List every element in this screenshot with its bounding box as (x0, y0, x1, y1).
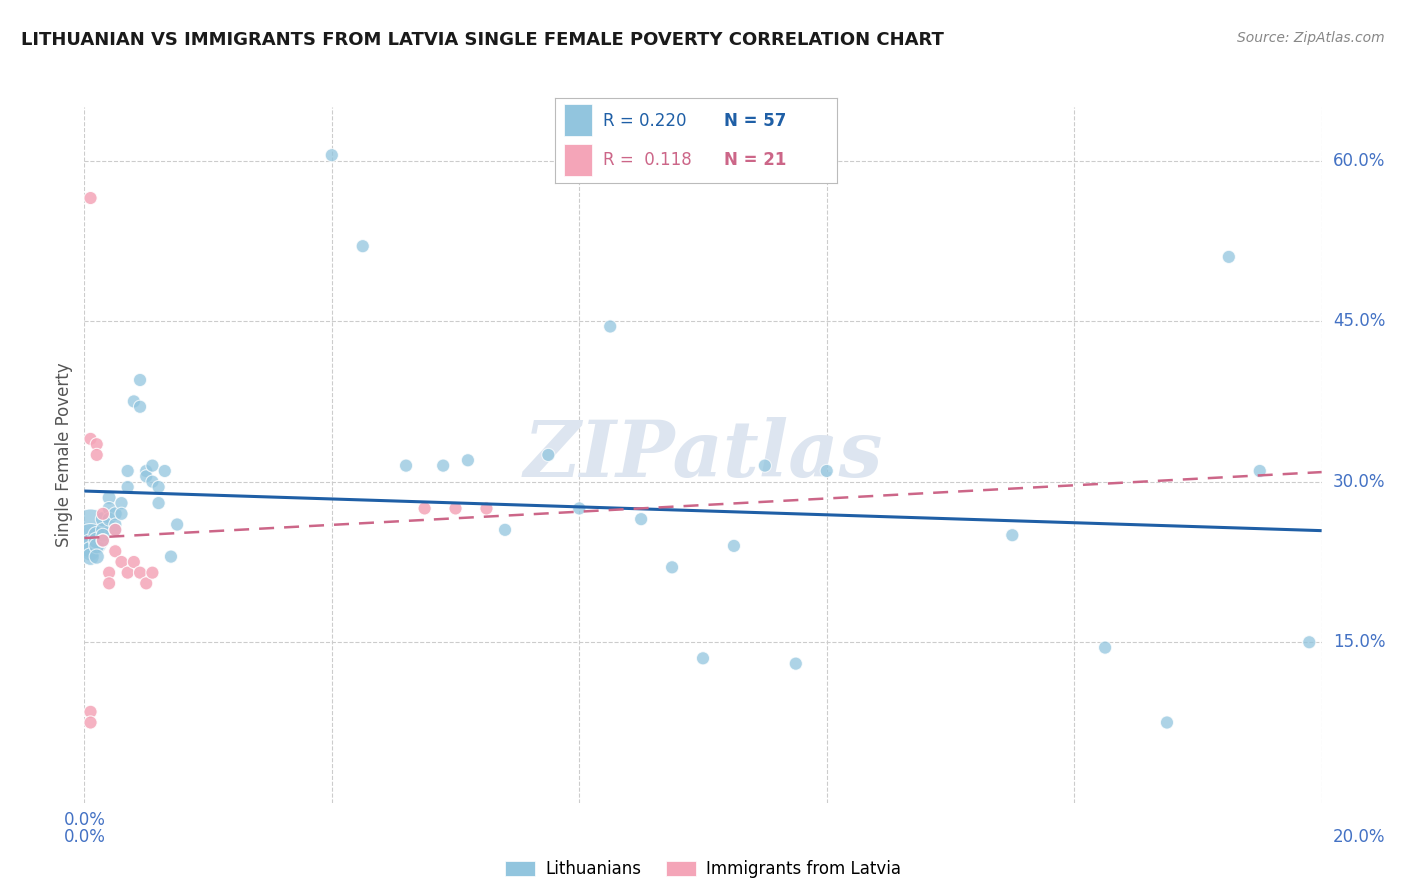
Point (79, 705, 101, 719)
Point (79, 715, 101, 730)
Point (1094, 640, 1116, 655)
Point (79, 191, 101, 205)
Text: 45.0%: 45.0% (1333, 312, 1385, 330)
Point (630, 512, 652, 526)
Point (148, 496, 170, 510)
Point (98, 576, 121, 591)
Point (148, 480, 170, 494)
Point (98, 501, 121, 516)
Text: 60.0%: 60.0% (1333, 152, 1385, 169)
Point (117, 480, 139, 494)
Point (457, 453, 479, 467)
Point (395, 458, 418, 473)
Text: 20.0%: 20.0% (1333, 828, 1385, 846)
Point (91, 528, 114, 542)
Text: N = 57: N = 57 (724, 112, 786, 130)
Bar (564, 144, 592, 176)
Point (79, 523, 101, 537)
Point (91, 523, 114, 537)
Point (79, 432, 101, 446)
Point (104, 517, 127, 532)
Point (432, 458, 454, 473)
Point (153, 464, 176, 478)
Point (1298, 635, 1320, 649)
Point (110, 496, 132, 510)
Point (98, 512, 121, 526)
Point (321, 148, 343, 162)
Point (86, 528, 108, 542)
Point (104, 523, 127, 537)
Point (129, 400, 152, 414)
Bar (564, 104, 592, 136)
Point (815, 464, 838, 478)
Point (1249, 464, 1271, 478)
Point (444, 501, 467, 516)
Point (98, 491, 121, 505)
Text: 30.0%: 30.0% (1333, 473, 1385, 491)
Point (723, 539, 745, 553)
Text: 15.0%: 15.0% (1333, 633, 1385, 651)
Point (494, 523, 516, 537)
Point (754, 458, 776, 473)
Point (135, 464, 157, 478)
Point (599, 319, 621, 334)
Point (537, 448, 560, 462)
Point (79, 544, 101, 558)
Point (110, 507, 132, 521)
Point (692, 651, 714, 665)
Point (86, 448, 108, 462)
Point (91, 533, 114, 548)
Point (141, 475, 163, 489)
Text: 0.0%: 0.0% (63, 828, 105, 846)
Point (98, 566, 121, 580)
Point (122, 394, 145, 409)
Point (117, 566, 139, 580)
Point (117, 464, 139, 478)
Point (413, 501, 436, 516)
Point (1156, 715, 1178, 730)
Point (160, 549, 183, 564)
Point (104, 507, 127, 521)
Point (135, 469, 157, 483)
Point (166, 517, 188, 532)
Point (122, 555, 145, 569)
Point (104, 544, 127, 558)
Y-axis label: Single Female Poverty: Single Female Poverty (55, 363, 73, 547)
Point (91, 507, 114, 521)
Point (129, 373, 152, 387)
Point (110, 555, 132, 569)
Point (1218, 250, 1240, 264)
Point (86, 549, 108, 564)
Point (79, 533, 101, 548)
Legend: Lithuanians, Immigrants from Latvia: Lithuanians, Immigrants from Latvia (498, 854, 908, 885)
Point (91, 533, 114, 548)
Point (91, 512, 114, 526)
Point (141, 566, 163, 580)
Point (352, 239, 374, 253)
Point (104, 523, 127, 537)
Text: Source: ZipAtlas.com: Source: ZipAtlas.com (1237, 31, 1385, 45)
Text: ZIPatlas: ZIPatlas (523, 417, 883, 493)
Point (135, 576, 157, 591)
Point (86, 539, 108, 553)
Point (79, 549, 101, 564)
Text: R = 0.220: R = 0.220 (603, 112, 686, 130)
Text: LITHUANIAN VS IMMIGRANTS FROM LATVIA SINGLE FEMALE POVERTY CORRELATION CHART: LITHUANIAN VS IMMIGRANTS FROM LATVIA SIN… (21, 31, 943, 49)
Point (475, 501, 498, 516)
Point (86, 533, 108, 548)
Point (1001, 528, 1024, 542)
Point (86, 437, 108, 451)
Text: R =  0.118: R = 0.118 (603, 151, 692, 169)
Point (129, 566, 152, 580)
Text: N = 21: N = 21 (724, 151, 786, 169)
Point (785, 657, 807, 671)
Point (568, 501, 591, 516)
Point (79, 539, 101, 553)
Point (661, 560, 683, 574)
Point (141, 458, 163, 473)
